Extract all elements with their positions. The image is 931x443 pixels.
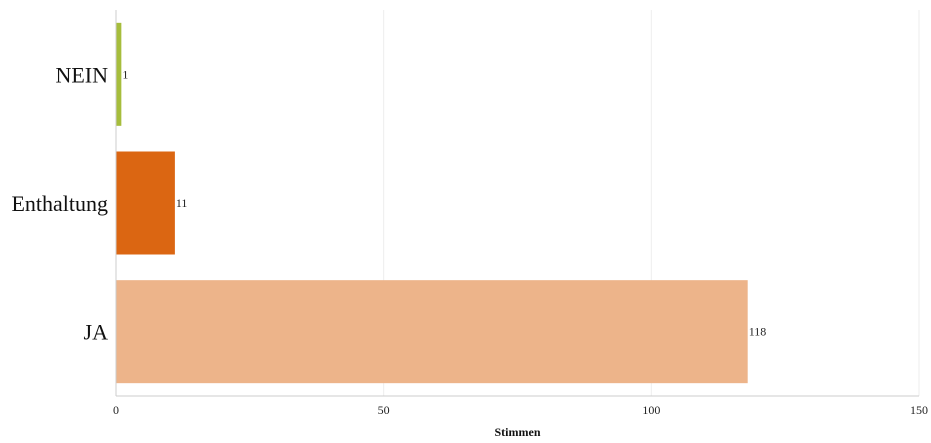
x-tick-label: 100 [642,403,660,417]
x-tick-labels: 0 50 100 150 [113,403,928,417]
category-labels: NEIN Enthaltung JA [11,62,108,344]
data-label: 118 [749,325,767,339]
x-tick-label: 50 [378,403,390,417]
category-label: NEIN [55,62,108,87]
data-label: 11 [176,196,188,210]
bar-enthaltung [116,151,175,255]
x-axis-title: Stimmen [495,425,541,439]
category-label: JA [84,320,109,345]
x-tick-label: 0 [113,403,119,417]
bar-nein [116,22,122,126]
category-label: Enthaltung [11,191,108,216]
bar-ja [116,280,748,384]
data-label: 1 [122,67,128,81]
bars [116,22,748,384]
x-tick-label: 150 [910,403,928,417]
